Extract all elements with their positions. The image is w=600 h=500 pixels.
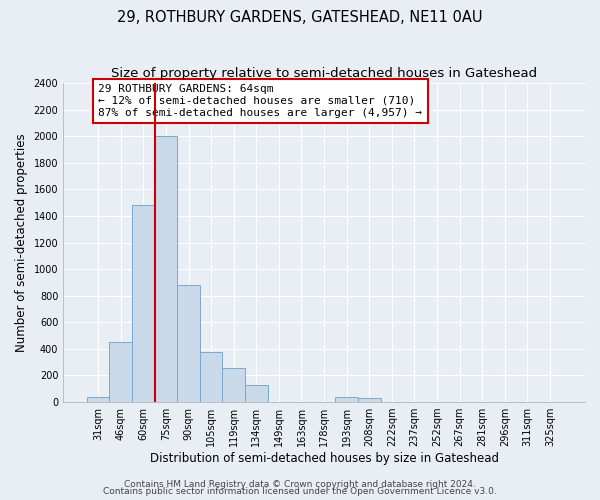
- Text: 29 ROTHBURY GARDENS: 64sqm
← 12% of semi-detached houses are smaller (710)
87% o: 29 ROTHBURY GARDENS: 64sqm ← 12% of semi…: [98, 84, 422, 117]
- Bar: [335, 397, 358, 402]
- Title: Size of property relative to semi-detached houses in Gateshead: Size of property relative to semi-detach…: [111, 68, 537, 80]
- Bar: [87, 397, 109, 402]
- Text: Contains public sector information licensed under the Open Government Licence v3: Contains public sector information licen…: [103, 487, 497, 496]
- Y-axis label: Number of semi-detached properties: Number of semi-detached properties: [15, 134, 28, 352]
- Bar: [177, 285, 200, 402]
- Bar: [223, 368, 245, 402]
- Bar: [155, 136, 177, 402]
- Bar: [358, 398, 380, 402]
- Bar: [200, 352, 223, 402]
- Bar: [245, 386, 268, 402]
- Text: 29, ROTHBURY GARDENS, GATESHEAD, NE11 0AU: 29, ROTHBURY GARDENS, GATESHEAD, NE11 0A…: [117, 10, 483, 25]
- Bar: [109, 342, 132, 402]
- X-axis label: Distribution of semi-detached houses by size in Gateshead: Distribution of semi-detached houses by …: [149, 452, 499, 465]
- Text: Contains HM Land Registry data © Crown copyright and database right 2024.: Contains HM Land Registry data © Crown c…: [124, 480, 476, 489]
- Bar: [132, 206, 155, 402]
